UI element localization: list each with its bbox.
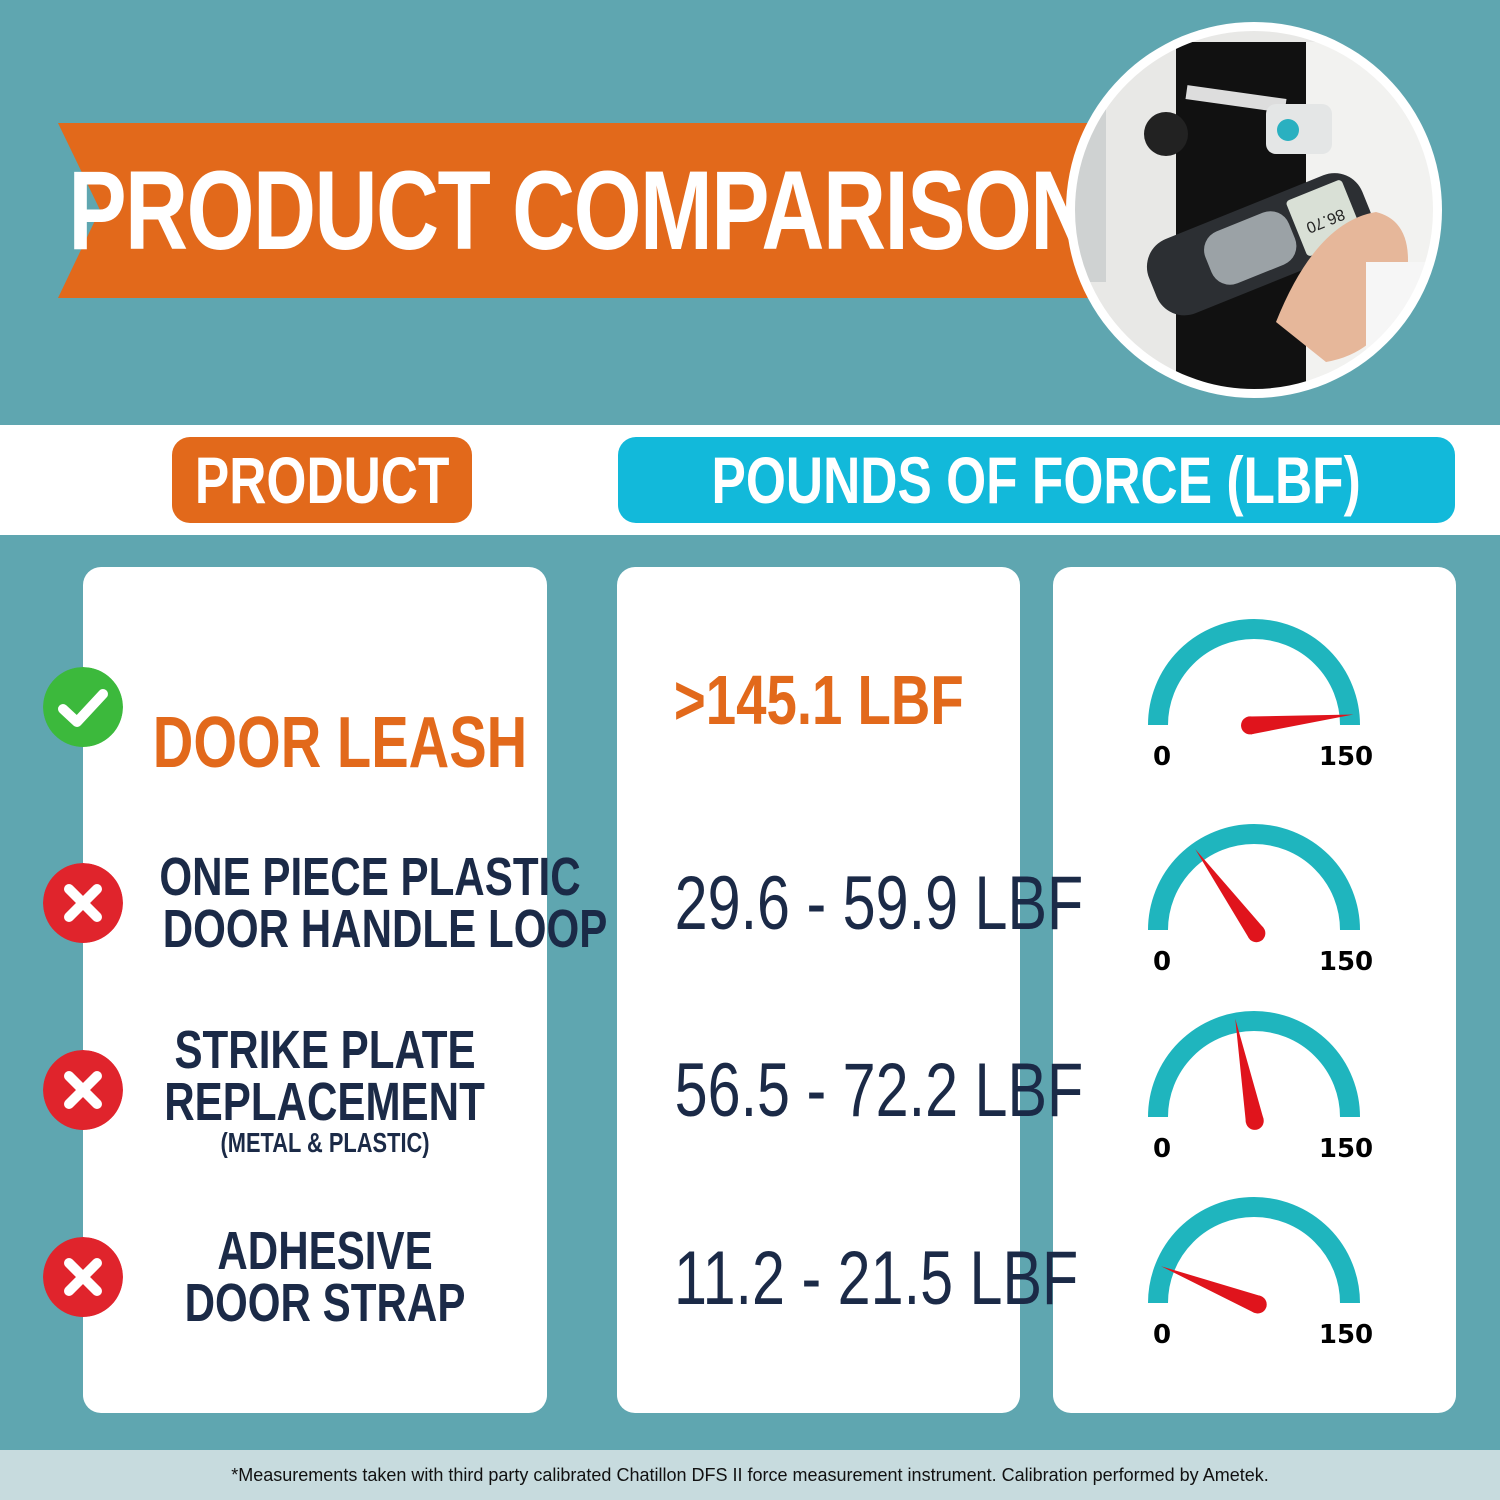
page-title: PRODUCT COMPARISON	[68, 147, 1093, 273]
footer-note: *Measurements taken with third party cal…	[0, 1450, 1500, 1500]
gauge-needle	[1195, 849, 1264, 939]
force-value-adhesive-strap: 11.2 - 21.5 LBF	[674, 1236, 1079, 1321]
gauge-min-label: 0	[1153, 1134, 1171, 1164]
gauge-max-label: 150	[1319, 742, 1373, 772]
force-value-strike-plate: 56.5 - 72.2 LBF	[674, 1048, 1084, 1133]
gauge-needle-hub	[1248, 1295, 1267, 1314]
force-value-door-leash: >145.1 LBF	[673, 661, 964, 739]
product-column-header: PRODUCT	[172, 437, 472, 523]
gauge-max-label: 150	[1319, 947, 1373, 977]
gauge-max-label: 150	[1319, 1320, 1373, 1350]
product-name-plastic-loop: ONE PIECE PLASTIC DOOR HANDLE LOOP	[159, 847, 608, 959]
gauge-min-label: 0	[1153, 947, 1171, 977]
gauge-min-label: 0	[1153, 742, 1171, 772]
gauge: 0 150	[1148, 1197, 1373, 1350]
gauge-arc	[1148, 619, 1360, 726]
product-name-door-leash: DOOR LEASH	[152, 703, 528, 783]
title-banner	[58, 123, 1100, 298]
force-value-plastic-loop: 29.6 - 59.9 LBF	[674, 861, 1084, 946]
cross-icon	[43, 1237, 123, 1317]
gauge: 0 150	[1148, 824, 1373, 977]
gauge-min-label: 0	[1153, 1320, 1171, 1350]
force-column-header: POUNDS OF FORCE (LBF)	[618, 437, 1455, 523]
gauges-card	[1053, 567, 1456, 1413]
gauge-max-label: 150	[1319, 1134, 1373, 1164]
check-icon	[43, 667, 123, 747]
gauge-arc	[1148, 824, 1360, 931]
product-name-adhesive-strap: ADHESIVE DOOR STRAP	[184, 1221, 466, 1333]
values-card	[617, 567, 1020, 1413]
gauge-needle	[1161, 1266, 1262, 1313]
gauge-needle	[1235, 1018, 1264, 1123]
cross-icon	[43, 1050, 123, 1130]
gauge-arc	[1148, 1011, 1360, 1118]
gauge-needle	[1249, 714, 1354, 735]
gauge-needle-hub	[1245, 1111, 1264, 1130]
product-name-strike-plate: STRIKE PLATE REPLACEMENT (METAL & PLASTIC…	[164, 1020, 486, 1158]
gauge: 0 150	[1148, 1011, 1373, 1164]
gauge: 0 150	[1148, 619, 1373, 772]
product-test-photo: 86.70	[1066, 22, 1442, 398]
cross-icon	[43, 863, 123, 943]
gauge-needle-hub	[1241, 716, 1260, 735]
gauge-arc	[1148, 1197, 1360, 1304]
products-card	[83, 567, 547, 1413]
gauge-needle-hub	[1247, 924, 1266, 943]
